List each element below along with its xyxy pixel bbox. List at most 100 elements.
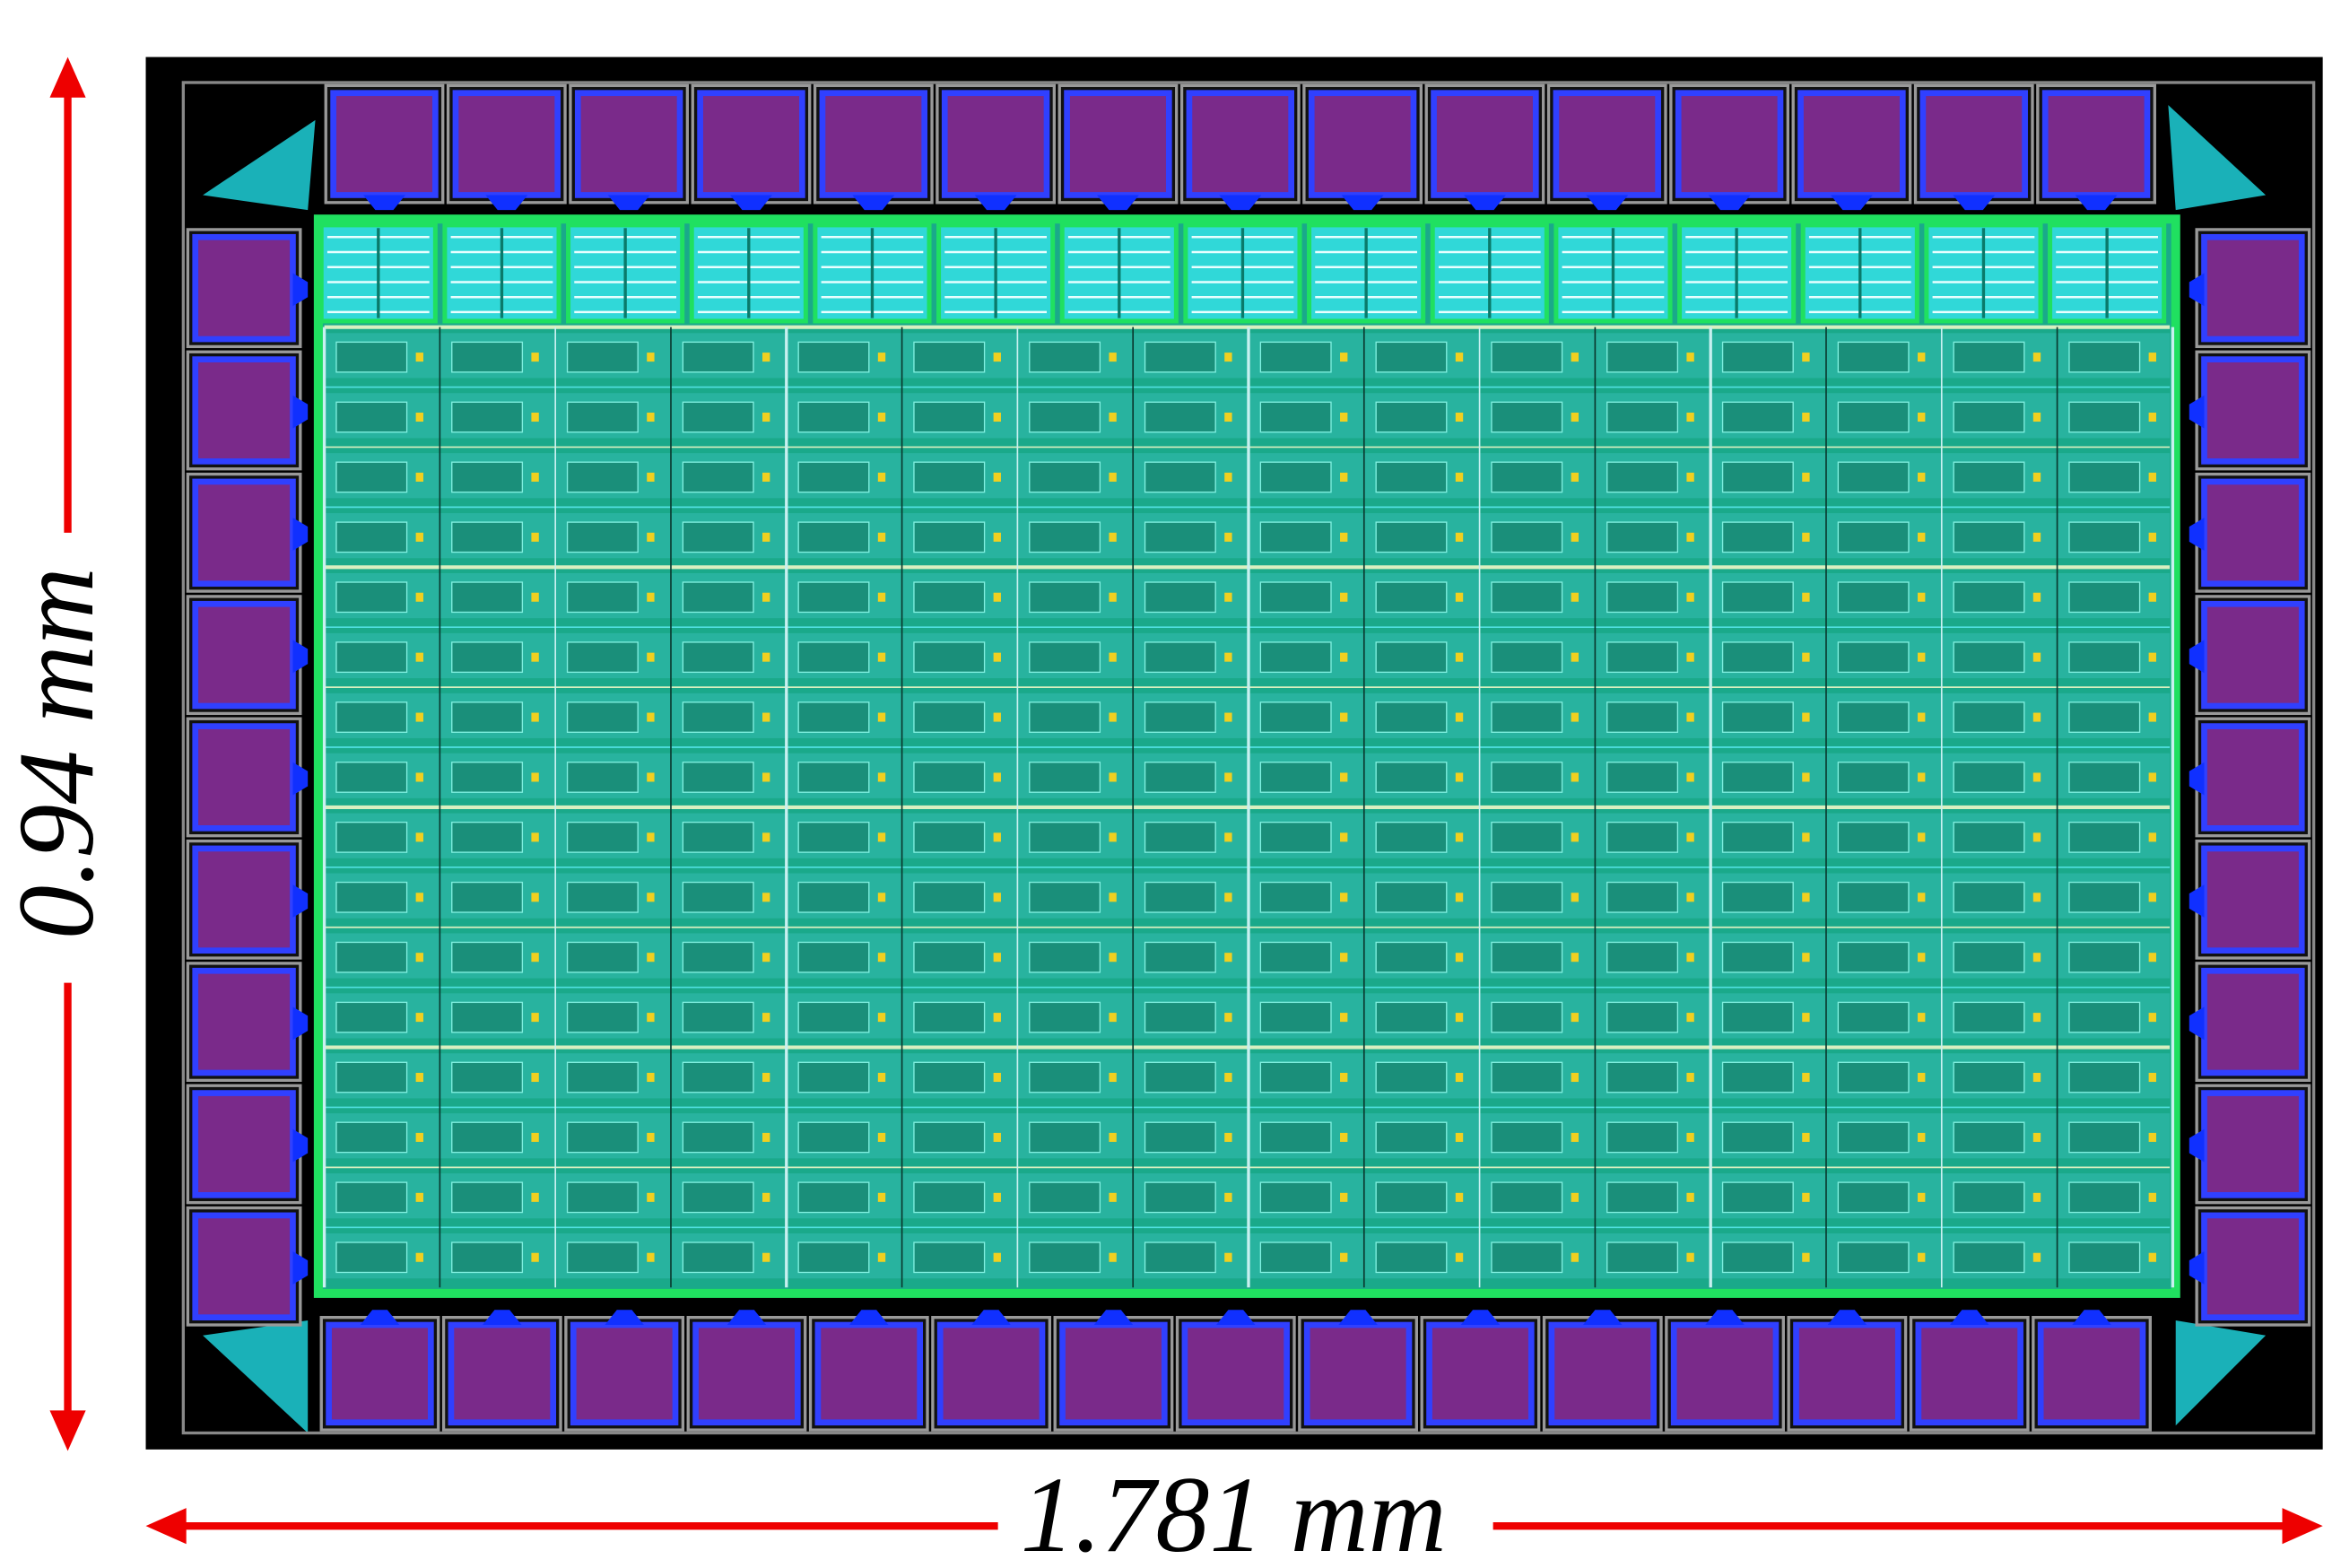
std-cell <box>1144 821 1216 853</box>
pad-via <box>1097 195 1139 211</box>
via <box>1571 1013 1579 1023</box>
via <box>1455 532 1464 542</box>
via <box>762 832 770 842</box>
via <box>1340 1252 1348 1262</box>
via <box>1571 1252 1579 1262</box>
std-cell <box>1953 1241 2025 1274</box>
pad-via <box>1705 1310 1745 1326</box>
via <box>415 953 423 963</box>
std-cell <box>1029 1061 1101 1093</box>
pad-via <box>2189 1006 2205 1041</box>
std-cell <box>682 1181 754 1214</box>
via <box>2148 1192 2156 1202</box>
pad-via <box>2189 1251 2205 1285</box>
pad <box>1670 1321 1780 1426</box>
pad-via <box>2189 273 2205 307</box>
std-cell <box>1837 641 1910 674</box>
std-cell <box>1606 341 1679 373</box>
pad <box>192 356 296 465</box>
std-cell <box>566 701 639 733</box>
std-cell <box>1259 821 1332 853</box>
std-cell <box>1259 581 1332 614</box>
std-cell <box>1029 521 1101 553</box>
std-cell <box>451 1061 524 1093</box>
via <box>415 353 423 362</box>
std-cell <box>1953 641 2025 674</box>
corner-structure <box>203 1320 309 1433</box>
via <box>1571 1132 1579 1142</box>
via <box>2148 1252 2156 1262</box>
via <box>1686 472 1694 482</box>
arrow-head <box>2282 1508 2323 1545</box>
pad <box>192 845 296 954</box>
std-cell <box>2068 821 2141 853</box>
via <box>2148 832 2156 842</box>
via <box>1224 592 1232 602</box>
via <box>1109 592 1117 602</box>
std-cell <box>1029 1181 1101 1214</box>
via <box>1109 953 1117 963</box>
std-cell <box>1606 701 1679 733</box>
std-cell <box>566 581 639 614</box>
std-cell <box>1606 521 1679 553</box>
std-cell <box>1029 641 1101 674</box>
pad <box>192 478 296 588</box>
std-cell <box>451 521 524 553</box>
std-cell <box>682 1121 754 1154</box>
via <box>2148 472 2156 482</box>
std-cell <box>1144 461 1216 493</box>
via <box>1686 652 1694 662</box>
std-cell <box>797 641 870 674</box>
via <box>2032 893 2041 902</box>
via <box>1686 772 1694 782</box>
via <box>1686 1132 1694 1142</box>
via <box>1109 832 1117 842</box>
pad <box>692 1321 801 1426</box>
std-cell <box>1837 1241 1910 1274</box>
std-cell <box>913 521 986 553</box>
pad-via <box>2189 884 2205 918</box>
via <box>1109 1013 1117 1023</box>
std-cell <box>1029 461 1101 493</box>
via <box>1571 953 1579 963</box>
via <box>993 532 1001 542</box>
pad-via <box>2189 395 2205 429</box>
via <box>877 413 886 422</box>
via <box>1340 1132 1348 1142</box>
std-cell <box>566 461 639 493</box>
std-cell <box>797 881 870 913</box>
via <box>415 893 423 902</box>
layout <box>181 81 2316 1435</box>
std-cell <box>2068 701 2141 733</box>
via <box>1340 832 1348 842</box>
pad-via <box>1219 195 1262 211</box>
via <box>993 1013 1001 1023</box>
via <box>1340 413 1348 422</box>
pad-via <box>292 884 309 918</box>
pad <box>570 1321 679 1426</box>
via <box>1686 1252 1694 1262</box>
via <box>877 1013 886 1023</box>
via <box>2032 1073 2041 1083</box>
std-cell <box>1029 762 1101 793</box>
via <box>993 592 1001 602</box>
std-cell <box>2068 641 2141 674</box>
std-cell <box>1953 1061 2025 1093</box>
via <box>1340 1073 1348 1083</box>
std-cell <box>335 881 408 913</box>
std-cell <box>797 581 870 614</box>
pad <box>192 233 296 343</box>
via <box>1918 652 1926 662</box>
pad-via <box>971 1310 1011 1326</box>
via <box>1109 712 1117 722</box>
pad-via <box>292 762 309 796</box>
via <box>877 1073 886 1083</box>
std-cell <box>566 881 639 913</box>
std-cell <box>566 1001 639 1033</box>
std-cell <box>1029 1241 1101 1274</box>
std-cell <box>451 1001 524 1033</box>
via <box>1918 1073 1926 1083</box>
std-cell <box>1953 701 2025 733</box>
via <box>1109 652 1117 662</box>
std-cell <box>913 1001 986 1033</box>
